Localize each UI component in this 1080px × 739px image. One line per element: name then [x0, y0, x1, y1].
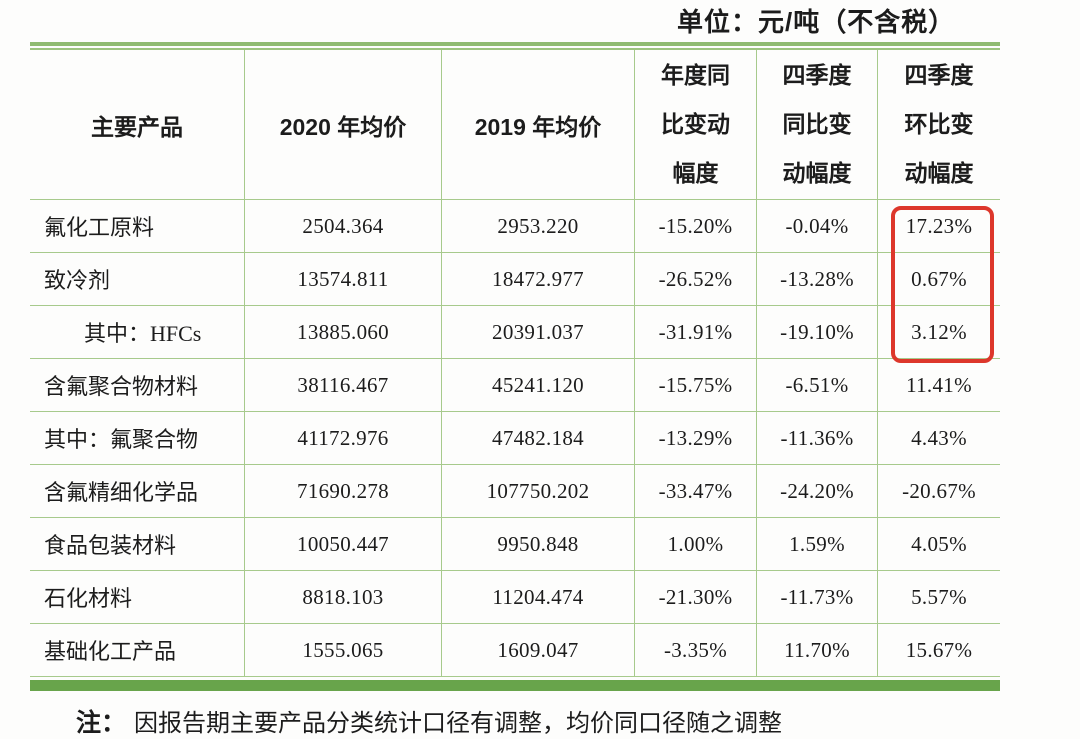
- product-cell: 基础化工产品: [30, 624, 245, 677]
- value-cell: 2504.364: [245, 200, 442, 253]
- product-cell: 氟化工原料: [30, 200, 245, 253]
- value-cell: 41172.976: [245, 412, 442, 465]
- value-cell: -11.36%: [757, 412, 878, 465]
- footnote: 注： 因报告期主要产品分类统计口径有调整，均价同口径随之调整: [76, 703, 782, 739]
- value-cell: 38116.467: [245, 359, 442, 412]
- column-header-product: 主要产品: [30, 50, 245, 200]
- value-cell: 4.05%: [878, 518, 1000, 571]
- value-cell: -15.20%: [635, 200, 757, 253]
- column-header-q4-qoq: 四季度环比变动幅度: [878, 50, 1000, 200]
- table-top-rule: [30, 42, 1000, 50]
- value-cell: -20.67%: [878, 465, 1000, 518]
- product-cell: 其中：氟聚合物: [30, 412, 245, 465]
- column-header-q4-yoy: 四季度同比变动幅度: [757, 50, 878, 200]
- price-table: 主要产品 2020 年均价 2019 年均价 年度同比变动幅度 四季度同比变动幅…: [30, 42, 1000, 691]
- value-cell: 3.12%: [878, 306, 1000, 359]
- value-cell: 11.70%: [757, 624, 878, 677]
- value-cell: 9950.848: [442, 518, 635, 571]
- value-cell: -11.73%: [757, 571, 878, 624]
- table-bottom-bar: [30, 680, 1000, 691]
- value-cell: -6.51%: [757, 359, 878, 412]
- value-cell: -21.30%: [635, 571, 757, 624]
- value-cell: 10050.447: [245, 518, 442, 571]
- value-cell: 1.59%: [757, 518, 878, 571]
- value-cell: -24.20%: [757, 465, 878, 518]
- product-cell: 其中：HFCs: [30, 306, 245, 359]
- value-cell: 17.23%: [878, 200, 1000, 253]
- value-cell: 8818.103: [245, 571, 442, 624]
- value-cell: -13.29%: [635, 412, 757, 465]
- value-cell: 15.67%: [878, 624, 1000, 677]
- product-cell: 含氟精细化学品: [30, 465, 245, 518]
- value-cell: -13.28%: [757, 253, 878, 306]
- value-cell: 18472.977: [442, 253, 635, 306]
- value-cell: 4.43%: [878, 412, 1000, 465]
- value-cell: 11.41%: [878, 359, 1000, 412]
- product-cell: 致冷剂: [30, 253, 245, 306]
- value-cell: -31.91%: [635, 306, 757, 359]
- value-cell: 45241.120: [442, 359, 635, 412]
- value-cell: 13885.060: [245, 306, 442, 359]
- column-header-annual-yoy: 年度同比变动幅度: [635, 50, 757, 200]
- column-header-2020-price: 2020 年均价: [245, 50, 442, 200]
- column-header-q4-qoq-text: 四季度环比变动幅度: [904, 62, 974, 186]
- value-cell: 2953.220: [442, 200, 635, 253]
- product-cell: 含氟聚合物材料: [30, 359, 245, 412]
- value-cell: -33.47%: [635, 465, 757, 518]
- value-cell: 11204.474: [442, 571, 635, 624]
- column-header-2019-price: 2019 年均价: [442, 50, 635, 200]
- footnote-prefix: 注：: [76, 710, 127, 737]
- value-cell: 1.00%: [635, 518, 757, 571]
- column-header-annual-yoy-text: 年度同比变动幅度: [661, 62, 730, 186]
- value-cell: 13574.811: [245, 253, 442, 306]
- product-cell: 石化材料: [30, 571, 245, 624]
- value-cell: 1609.047: [442, 624, 635, 677]
- value-cell: 1555.065: [245, 624, 442, 677]
- value-cell: -15.75%: [635, 359, 757, 412]
- value-cell: 20391.037: [442, 306, 635, 359]
- value-cell: 107750.202: [442, 465, 635, 518]
- value-cell: 5.57%: [878, 571, 1000, 624]
- unit-label: 单位：元/吨（不含税）: [677, 7, 956, 37]
- value-cell: -19.10%: [757, 306, 878, 359]
- product-cell: 食品包装材料: [30, 518, 245, 571]
- footnote-text: 因报告期主要产品分类统计口径有调整，均价同口径随之调整: [134, 711, 783, 737]
- value-cell: -26.52%: [635, 253, 757, 306]
- value-cell: 47482.184: [442, 412, 635, 465]
- column-header-q4-yoy-text: 四季度同比变动幅度: [782, 62, 852, 186]
- value-cell: 0.67%: [878, 253, 1000, 306]
- value-cell: -0.04%: [757, 200, 878, 253]
- value-cell: 71690.278: [245, 465, 442, 518]
- table-grid: 主要产品 2020 年均价 2019 年均价 年度同比变动幅度 四季度同比变动幅…: [30, 50, 1000, 677]
- value-cell: -3.35%: [635, 624, 757, 677]
